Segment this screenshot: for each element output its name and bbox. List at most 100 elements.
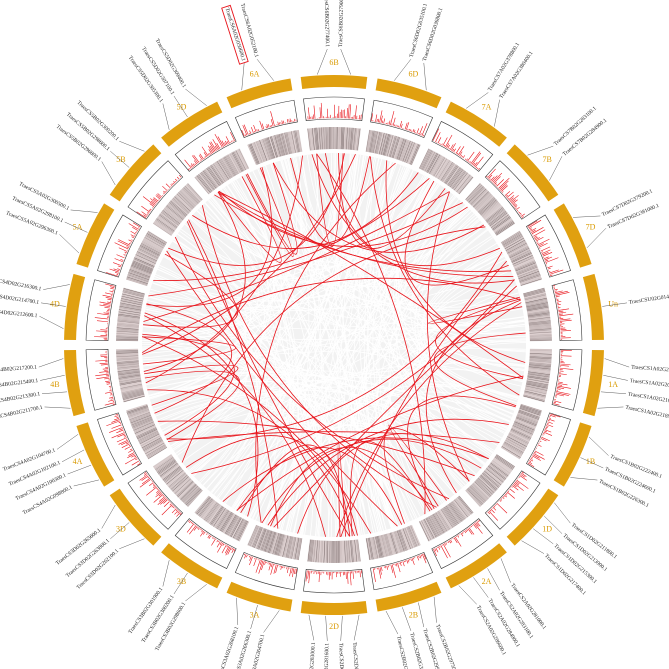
heatmap-cell: [433, 513, 446, 533]
heatmap-cell: [454, 498, 469, 517]
heatmap-cell: [296, 538, 302, 560]
heatmap-cell: [209, 165, 223, 185]
gene-label: TraesCS4B02G215400.1: [0, 378, 39, 391]
heatmap-cell: [179, 191, 196, 208]
density-bar: [461, 155, 463, 158]
density-bar: [226, 545, 228, 548]
heatmap-cell: [511, 252, 532, 262]
heatmap-cell: [495, 455, 515, 468]
density-bar: [193, 160, 198, 165]
heatmap-cell: [259, 529, 268, 551]
density-bar: [125, 438, 128, 440]
heatmap-cell: [207, 504, 221, 523]
heatmap-cell: [510, 428, 532, 439]
heatmap-cell: [128, 411, 150, 419]
heatmap-cell: [501, 446, 521, 458]
heatmap-cell: [511, 427, 532, 437]
heatmap-cell: [147, 446, 167, 459]
heatmap-track: [126, 403, 168, 460]
heatmap-cell: [529, 334, 552, 336]
heatmap-cell: [422, 150, 434, 171]
density-bar: [209, 152, 211, 155]
density-bar: [207, 145, 214, 154]
heatmap-cell: [126, 276, 148, 284]
heatmap-cell: [233, 151, 245, 172]
heatmap-cell: [116, 325, 139, 328]
heatmap-cell: [407, 526, 417, 548]
heatmap-cell: [291, 537, 297, 559]
density-bar: [533, 451, 537, 454]
link: [261, 423, 466, 523]
heatmap-cell: [492, 460, 511, 474]
density-bar: [530, 457, 533, 460]
link: [157, 268, 262, 493]
heatmap-cell: [517, 268, 539, 277]
heatmap-cell: [266, 137, 275, 159]
density-bar: [444, 543, 446, 546]
heatmap-cell: [347, 127, 351, 150]
density-bar: [295, 568, 297, 574]
heatmap-cell: [121, 295, 144, 302]
heatmap-cell: [505, 239, 526, 251]
heatmap-cell: [187, 490, 203, 507]
heatmap-cell: [138, 430, 159, 442]
heatmap-cell: [437, 159, 450, 179]
gene-pointer: [433, 596, 437, 623]
heatmap-cell: [122, 290, 145, 297]
density-bar: [435, 547, 439, 553]
density-bar: [446, 143, 450, 148]
density-bar: [545, 257, 559, 263]
syntenic-link: [236, 375, 524, 511]
heatmap-cell: [353, 539, 357, 562]
density-bar: [292, 568, 295, 578]
density-bar: [212, 537, 214, 539]
heatmap-cell: [377, 132, 384, 155]
density-bar: [146, 213, 149, 215]
heatmap-cell: [129, 269, 151, 278]
gene-label-group: TraesCS2A02G286600.1: [475, 605, 507, 657]
heatmap-cell: [480, 200, 498, 216]
heatmap-cell: [197, 174, 212, 193]
heatmap-cell: [159, 462, 178, 477]
density-bar: [544, 429, 552, 433]
density-bar: [153, 494, 164, 503]
heatmap-cell: [224, 514, 237, 534]
density-bar: [349, 571, 352, 586]
density-track: [127, 160, 184, 220]
heatmap-cell: [161, 465, 180, 480]
chromosome-label: 4A: [73, 457, 83, 466]
heatmap-cell: [137, 249, 158, 260]
density-bar: [560, 330, 571, 332]
density-bar: [270, 563, 273, 568]
syntenic-link: [350, 440, 431, 537]
density-bar: [461, 532, 464, 534]
heatmap-cell: [212, 164, 225, 183]
density-bar: [507, 197, 509, 200]
heatmap-cell: [327, 540, 329, 563]
heatmap-cell: [294, 130, 299, 153]
gene-pointer: [185, 88, 207, 106]
density-bar: [501, 185, 508, 192]
density-bar: [268, 562, 272, 571]
density-bar: [543, 431, 553, 436]
density-bar: [121, 443, 130, 448]
heatmap-cell: [293, 130, 298, 153]
heatmap-cell: [390, 532, 397, 554]
density-bar: [547, 421, 553, 424]
heatmap-cell: [289, 131, 295, 154]
heatmap-cell: [135, 255, 156, 265]
heatmap-cell: [409, 143, 419, 165]
density-bar: [420, 554, 423, 557]
heatmap-cell: [411, 524, 421, 546]
heatmap-cell: [352, 127, 355, 150]
heatmap-cell: [287, 536, 294, 559]
density-bar: [557, 381, 563, 383]
heatmap-cell: [487, 465, 506, 480]
density-bar: [157, 497, 167, 505]
heatmap-cell: [172, 476, 189, 492]
heatmap-cell: [308, 128, 312, 151]
heatmap-cell: [200, 499, 215, 518]
density-bar: [171, 183, 174, 186]
density-bar: [537, 238, 550, 246]
heatmap-cell: [527, 372, 550, 377]
